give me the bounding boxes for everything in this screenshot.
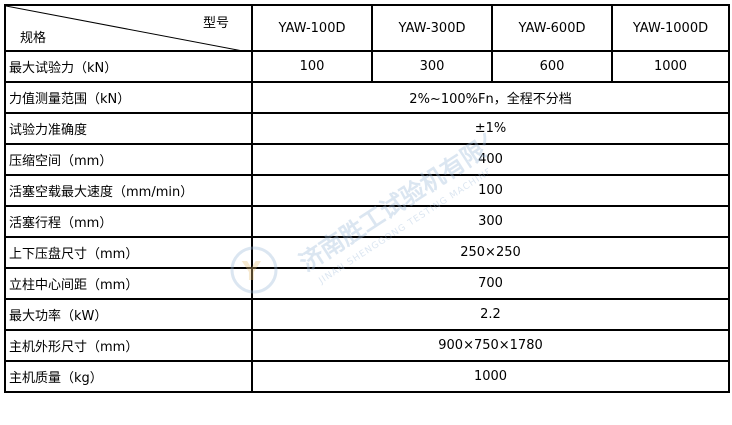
row-label: 活塞行程（mm） <box>4 205 253 238</box>
table-row: 最大功率（kW） 2.2 <box>4 298 730 331</box>
cell-value: ±1% <box>251 112 730 145</box>
cell-value: 1000 <box>611 50 730 83</box>
row-label: 试验力准确度 <box>4 112 253 145</box>
table-row: 最大试验力（kN） 100 300 600 1000 <box>4 50 730 83</box>
row-label: 立柱中心间距（mm） <box>4 267 253 300</box>
table-row: 压缩空间（mm） 400 <box>4 143 730 176</box>
cell-value: 600 <box>491 50 613 83</box>
cell-value: 900×750×1780 <box>251 329 730 362</box>
row-label: 力值测量范围（kN） <box>4 81 253 114</box>
model-header: YAW-1000D <box>611 4 730 52</box>
row-label: 最大试验力（kN） <box>4 50 253 83</box>
spec-table: 型号 规格 YAW-100D YAW-300D YAW-600D YAW-100… <box>4 4 730 393</box>
corner-label-spec: 规格 <box>20 31 47 46</box>
model-header: YAW-300D <box>371 4 493 52</box>
row-label: 最大功率（kW） <box>4 298 253 331</box>
table-row: 主机质量（kg） 1000 <box>4 360 730 393</box>
cell-value: 250×250 <box>251 236 730 269</box>
cell-value: 2.2 <box>251 298 730 331</box>
diagonal-line <box>6 6 249 52</box>
cell-value: 2%~100%Fn，全程不分档 <box>251 81 730 114</box>
row-label: 活塞空载最大速度（mm/min） <box>4 174 253 207</box>
corner-label-model: 型号 <box>202 16 229 31</box>
cell-value: 300 <box>251 205 730 238</box>
table-row: 试验力准确度 ±1% <box>4 112 730 145</box>
cell-value: 400 <box>251 143 730 176</box>
table-row: 立柱中心间距（mm） 700 <box>4 267 730 300</box>
table-row: 力值测量范围（kN） 2%~100%Fn，全程不分档 <box>4 81 730 114</box>
row-label: 主机外形尺寸（mm） <box>4 329 253 362</box>
table-row: 上下压盘尺寸（mm） 250×250 <box>4 236 730 269</box>
cell-value: 300 <box>371 50 493 83</box>
cell-value: 100 <box>251 50 373 83</box>
table-row: 主机外形尺寸（mm） 900×750×1780 <box>4 329 730 362</box>
model-header: YAW-100D <box>251 4 373 52</box>
table-row: 活塞行程（mm） 300 <box>4 205 730 238</box>
table-row: 活塞空载最大速度（mm/min） 100 <box>4 174 730 207</box>
header-row: 型号 规格 YAW-100D YAW-300D YAW-600D YAW-100… <box>4 4 730 52</box>
row-label: 上下压盘尺寸（mm） <box>4 236 253 269</box>
cell-value: 1000 <box>251 360 730 393</box>
cell-value: 100 <box>251 174 730 207</box>
row-label: 主机质量（kg） <box>4 360 253 393</box>
corner-cell: 型号 规格 <box>4 4 253 52</box>
cell-value: 700 <box>251 267 730 300</box>
row-label: 压缩空间（mm） <box>4 143 253 176</box>
model-header: YAW-600D <box>491 4 613 52</box>
